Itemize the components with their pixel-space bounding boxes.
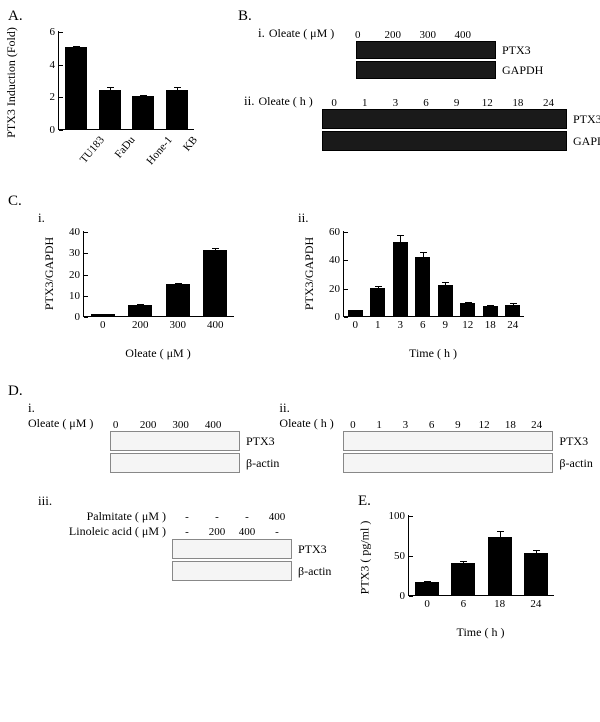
d-ii-rowlabel: Oleate ( h ) bbox=[279, 416, 333, 431]
d-ii-ptx3-label: PTX3 bbox=[559, 434, 588, 449]
chart-c-i: PTX3/GAPDH 0102030400200300400 bbox=[38, 226, 258, 346]
d-ii-sub: ii. bbox=[279, 400, 592, 416]
e-ylabel: PTX3 ( pg/ml ) bbox=[357, 521, 372, 595]
panel-a-label: A. bbox=[8, 8, 208, 25]
d-ii-lane-header: 01369121824 bbox=[340, 419, 550, 431]
b-ii-ptx3-label: PTX3 bbox=[573, 112, 600, 127]
d-ii-wb-ptx3 bbox=[343, 431, 553, 451]
chart-e: PTX3 ( pg/ml ) 050100061824 bbox=[358, 510, 592, 625]
b-i-rowlabel: Oleate ( μM ) bbox=[269, 26, 334, 41]
c-ii-sub: ii. bbox=[298, 210, 548, 226]
b-ii-gel-gapdh bbox=[322, 131, 567, 151]
chart-e-plot: 050100061824 bbox=[408, 515, 554, 596]
e-xlabel: Time ( h ) bbox=[408, 625, 553, 640]
b-ii-gapdh-label: GAPDH bbox=[573, 134, 600, 149]
d-iii-actin-label: β-actin bbox=[298, 564, 331, 579]
b-ii-sub: ii. bbox=[244, 93, 254, 109]
d-iii-r1: Palmitate ( μM ) bbox=[38, 509, 166, 524]
d-i-rowlabel: Oleate ( μM ) bbox=[28, 416, 93, 431]
c-i-plot: 0102030400200300400 bbox=[83, 231, 234, 317]
d-i-wb-actin bbox=[110, 453, 240, 473]
c-ii-xlabel: Time ( h ) bbox=[343, 346, 523, 361]
b-i-gel-gapdh bbox=[356, 61, 496, 79]
d-i-sub: i. bbox=[28, 400, 279, 416]
b-ii-rowlabel: Oleate ( h ) bbox=[258, 94, 312, 109]
chart-c-ii: PTX3/GAPDH 020406001369121824 bbox=[298, 226, 548, 346]
d-ii-wb-actin bbox=[343, 453, 553, 473]
d-iii-wb-actin bbox=[172, 561, 292, 581]
d-iii-wb-ptx3 bbox=[172, 539, 292, 559]
b-i-gel-ptx3 bbox=[356, 41, 496, 59]
d-i-ptx3-label: PTX3 bbox=[246, 434, 275, 449]
panel-c-label: C. bbox=[8, 193, 592, 210]
chart-a: PTX3 Induction (Fold) 0246TU183FaDuHone-… bbox=[8, 25, 208, 175]
d-ii-actin-label: β-actin bbox=[559, 456, 592, 471]
c-i-sub: i. bbox=[38, 210, 258, 226]
c-ii-plot: 020406001369121824 bbox=[343, 231, 524, 317]
d-iii-sub: iii. bbox=[38, 493, 358, 509]
panel-d-label: D. bbox=[8, 383, 592, 400]
b-i-lane-header: 0200300400 bbox=[340, 29, 480, 41]
d-iii-head2: -200400- bbox=[172, 526, 292, 538]
chart-a-ylabel: PTX3 Induction (Fold) bbox=[4, 27, 19, 138]
b-ii-gel-ptx3 bbox=[322, 109, 567, 129]
d-i-wb-ptx3 bbox=[110, 431, 240, 451]
chart-a-plot: 0246TU183FaDuHone-1KB bbox=[58, 31, 194, 130]
d-iii-ptx3-label: PTX3 bbox=[298, 542, 327, 557]
d-iii-r2: Linoleic acid ( μM ) bbox=[38, 524, 166, 539]
c-i-xlabel: Oleate ( μM ) bbox=[83, 346, 233, 361]
b-ii-lane-header: 01369121824 bbox=[319, 97, 564, 109]
b-i-sub: i. bbox=[258, 25, 265, 41]
c-i-ylabel: PTX3/GAPDH bbox=[42, 237, 57, 310]
c-ii-ylabel: PTX3/GAPDH bbox=[302, 237, 317, 310]
panel-e-label: E. bbox=[358, 493, 592, 510]
b-i-ptx3-label: PTX3 bbox=[502, 43, 531, 58]
d-i-actin-label: β-actin bbox=[246, 456, 279, 471]
panel-b-label: B. bbox=[238, 8, 600, 25]
b-i-gapdh-label: GAPDH bbox=[502, 63, 543, 78]
d-i-lane-header: 0200300400 bbox=[99, 419, 229, 431]
d-iii-head1: ---400 bbox=[172, 511, 292, 523]
